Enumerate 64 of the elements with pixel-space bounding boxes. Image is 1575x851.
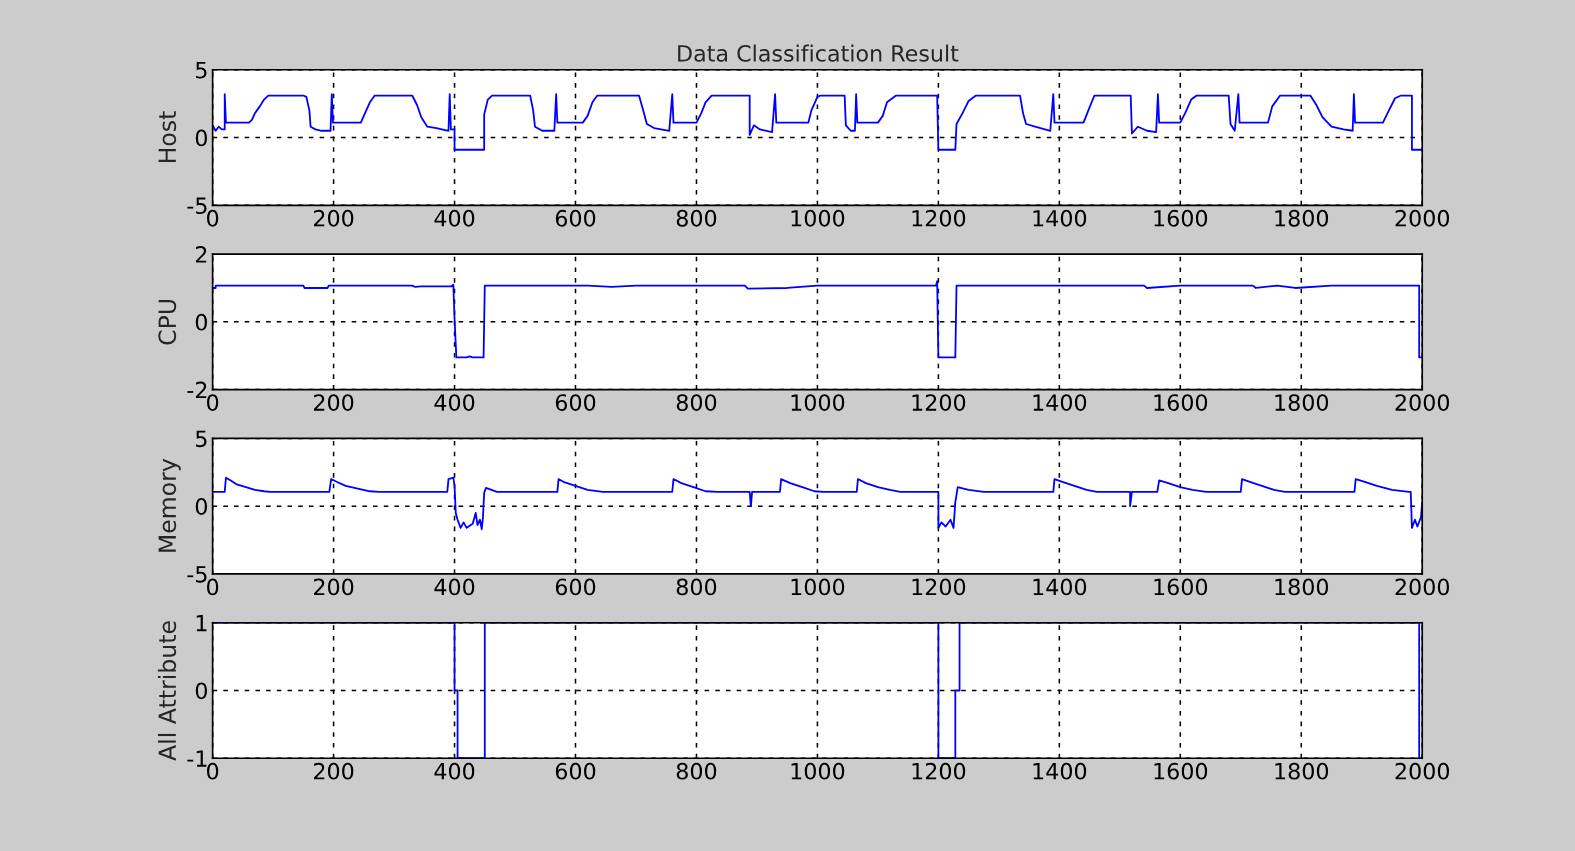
x-tick-label: 1600 (1154, 394, 1208, 411)
x-tick-label: 200 (314, 762, 354, 780)
chart-title: Data Classification Result (678, 44, 959, 62)
y-tick-label: 0 (195, 313, 207, 331)
x-tick-label: 200 (314, 209, 354, 227)
y-tick-label: -5 (187, 566, 207, 583)
x-tick-label: 600 (555, 209, 596, 227)
x-tick-label: 2000 (1395, 578, 1450, 596)
y-tick-label: -5 (187, 197, 207, 215)
x-tick-label: 400 (434, 209, 475, 227)
y-tick-label: -2 (187, 381, 207, 399)
x-tick-label: 800 (676, 578, 717, 596)
x-tick-label: 1200 (912, 578, 966, 596)
x-tick-label: 1000 (791, 762, 845, 780)
x-tick-label: 800 (676, 394, 717, 411)
x-tick-label: 1400 (1033, 578, 1087, 596)
line-series (212, 93, 1423, 151)
x-tick-label: 600 (555, 578, 596, 596)
y-tick-label: 2 (195, 246, 207, 263)
x-tick-label: 1600 (1154, 578, 1208, 596)
x-tick-label: 800 (676, 762, 717, 780)
x-tick-label: 600 (555, 762, 596, 780)
x-tick-label: 0 (207, 578, 219, 596)
y-tick-label: -1 (187, 750, 207, 767)
x-tick-label: 1800 (1275, 394, 1329, 411)
x-tick-label: 1400 (1033, 209, 1087, 227)
x-tick-label: 1000 (791, 578, 845, 596)
x-tick-label: 0 (207, 394, 219, 411)
x-tick-label: 1800 (1275, 578, 1329, 596)
x-tick-label: 1600 (1154, 209, 1208, 227)
x-tick-label: 1400 (1033, 394, 1087, 411)
y-axis-title: Host (158, 111, 177, 163)
y-tick-label: 0 (195, 498, 207, 515)
x-tick-label: 400 (434, 394, 475, 411)
x-tick-label: 1000 (791, 394, 845, 411)
x-tick-label: 1000 (791, 209, 845, 227)
x-tick-label: 1800 (1275, 762, 1329, 780)
x-tick-label: 1200 (912, 762, 966, 780)
x-tick-label: 800 (676, 209, 717, 227)
x-tick-label: 2000 (1395, 209, 1450, 227)
y-axis-title: All Attribute (157, 621, 177, 761)
x-tick-label: 2000 (1395, 762, 1450, 780)
line-series (212, 476, 1423, 531)
x-tick-label: 400 (434, 578, 475, 596)
x-tick-label: 600 (555, 394, 596, 411)
x-tick-label: 1200 (912, 394, 966, 411)
x-tick-label: 1800 (1275, 209, 1329, 227)
x-tick-label: 0 (207, 209, 219, 227)
y-axis-title: CPU (158, 299, 177, 345)
y-tick-label: 1 (196, 614, 207, 632)
x-tick-label: 1600 (1154, 762, 1208, 780)
x-tick-label: 0 (207, 762, 219, 780)
x-tick-label: 200 (314, 394, 354, 411)
x-tick-label: 400 (434, 762, 475, 780)
y-tick-label: 0 (195, 682, 207, 700)
line-series (212, 280, 1423, 359)
x-tick-label: 200 (314, 578, 354, 596)
y-tick-label: 0 (195, 129, 207, 147)
x-tick-label: 1400 (1033, 762, 1087, 780)
y-tick-label: 5 (196, 62, 207, 79)
x-tick-label: 2000 (1395, 394, 1450, 411)
y-tick-label: 5 (196, 430, 207, 448)
x-tick-label: 1200 (912, 209, 966, 227)
y-axis-title: Memory (158, 458, 181, 552)
